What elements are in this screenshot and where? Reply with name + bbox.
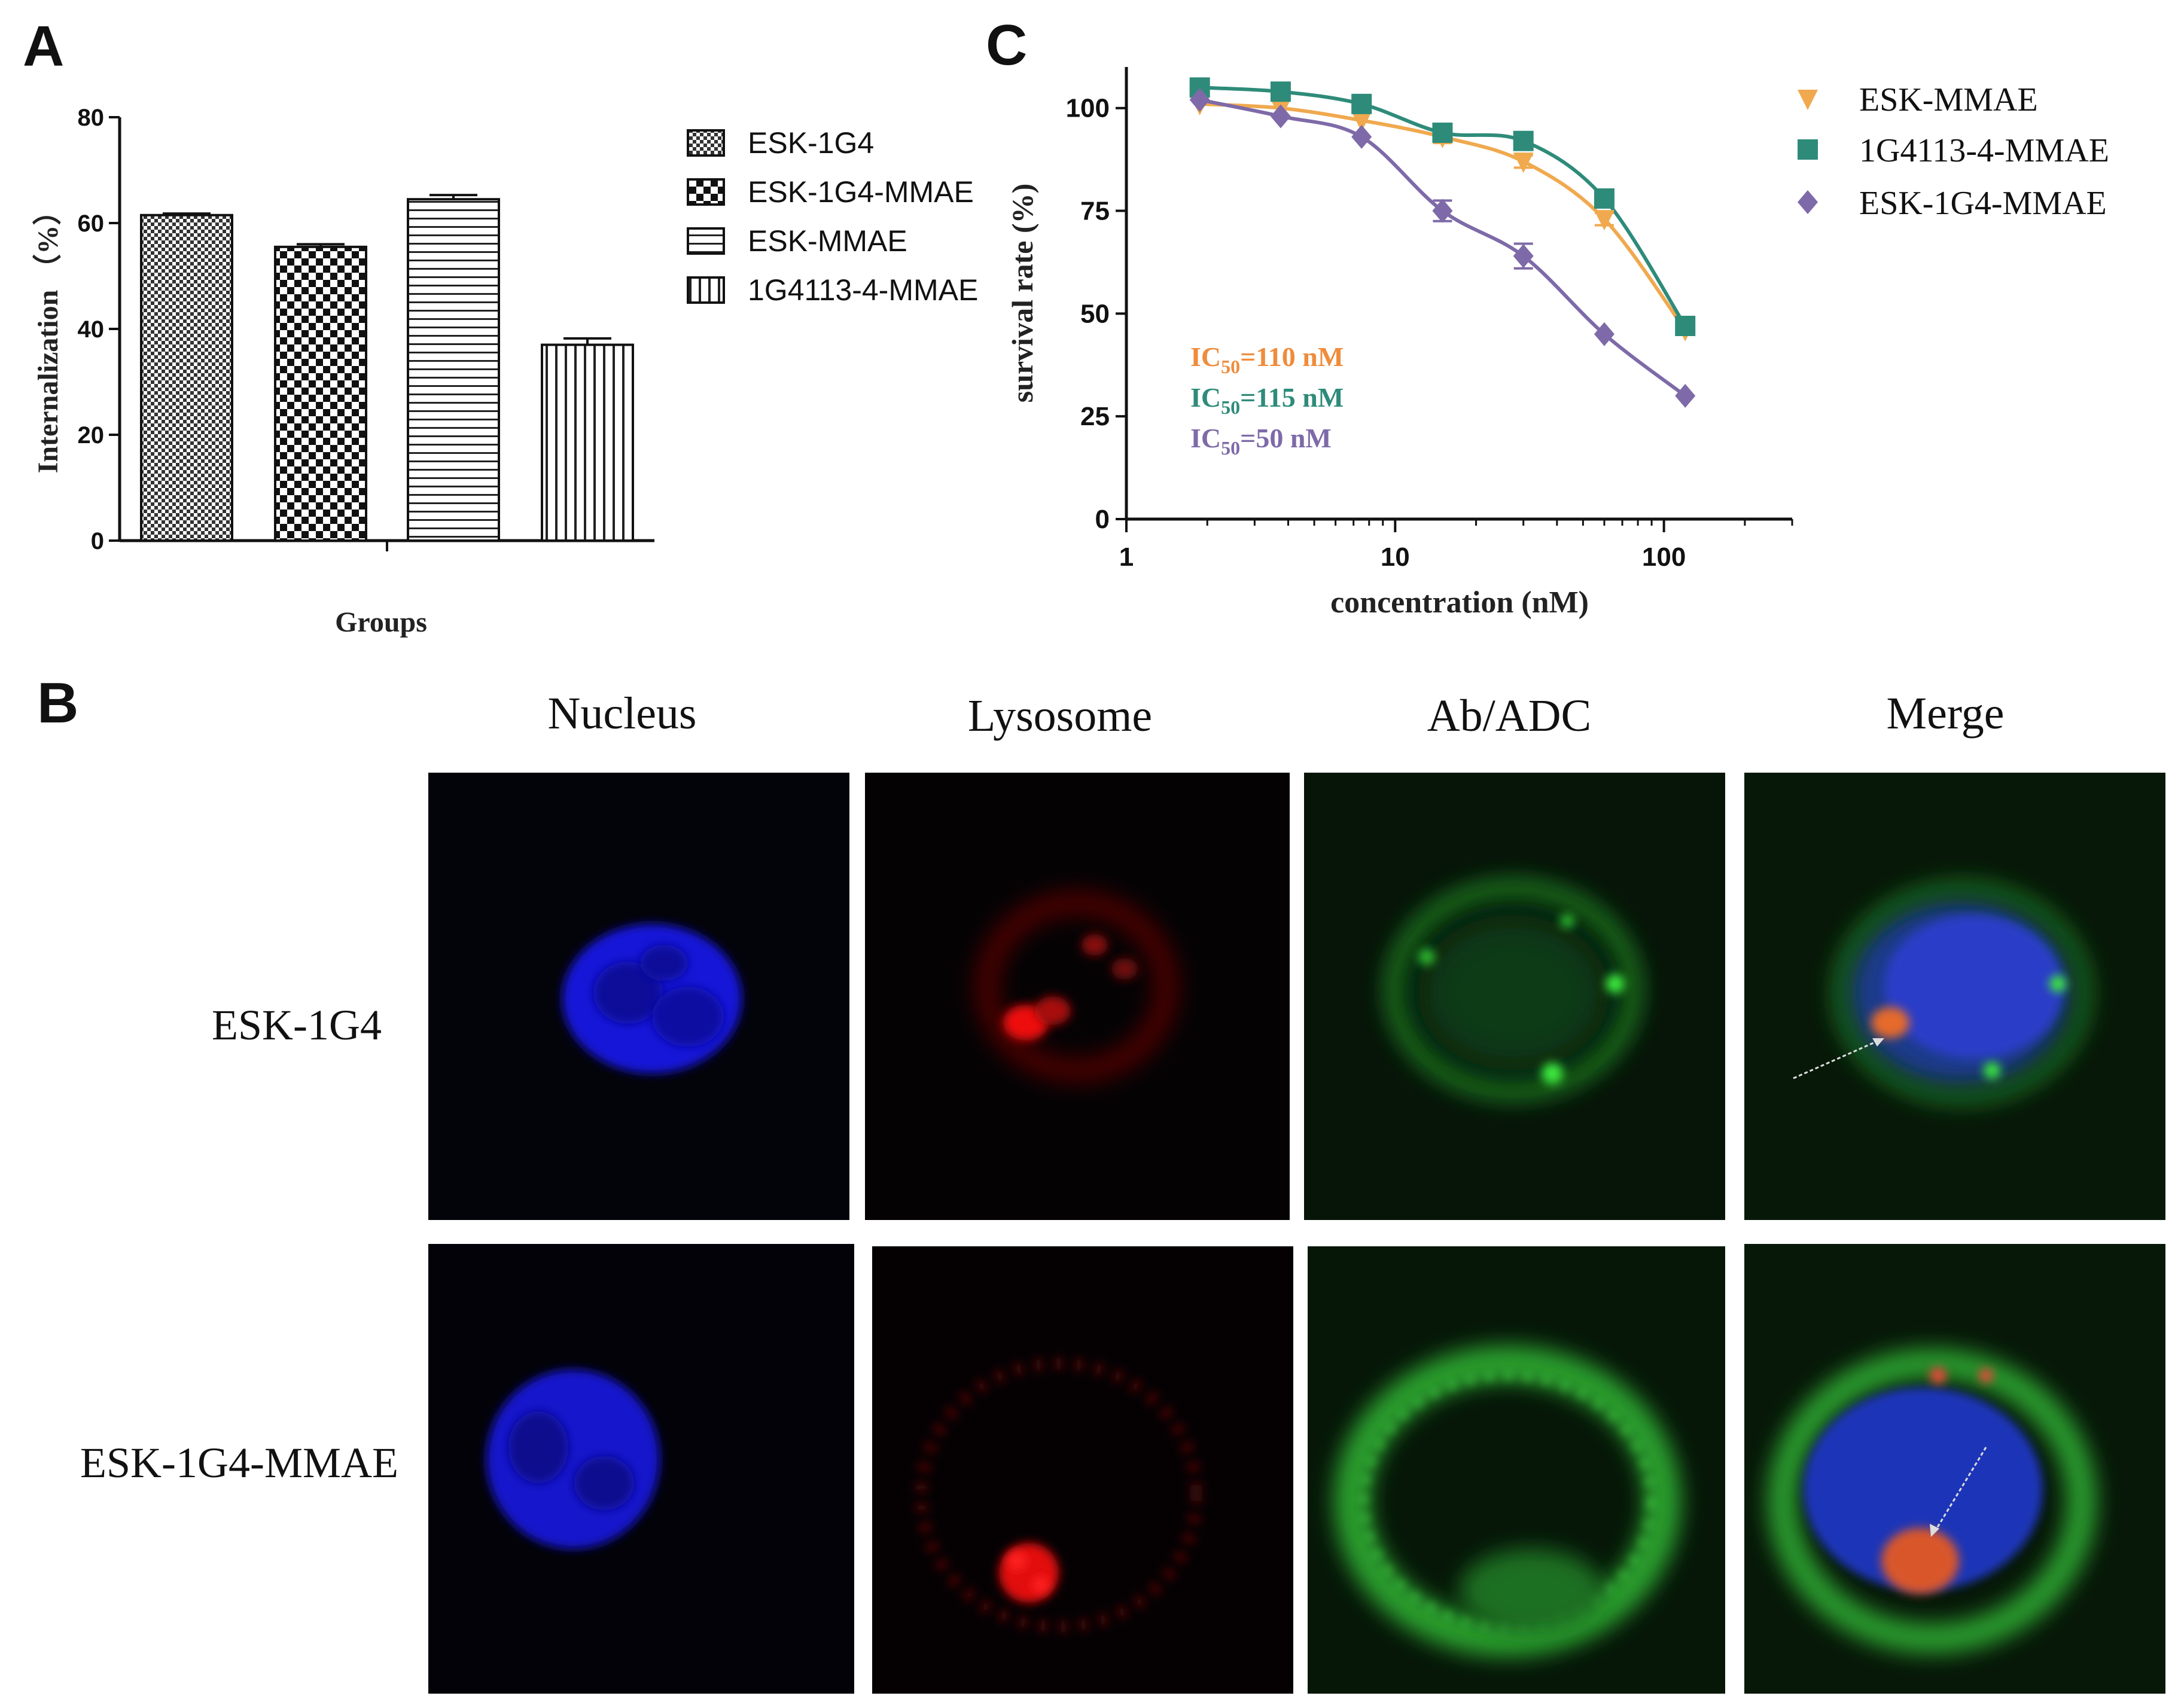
data-point-triangle (1513, 152, 1534, 173)
data-point-square (1513, 130, 1534, 151)
micrograph-esk-1g4-mmae-merge (1744, 1244, 2165, 1694)
dose-response-chart: 0 25 50 75 100 1 10 100 survival rate (%) conc… (1006, 67, 2109, 620)
data-point-diamond (1675, 383, 1696, 408)
y-axis-label: survival rate (%) (1006, 184, 1039, 403)
y-tick-label: 80 (78, 105, 105, 131)
x-tick-label: 1 (1119, 542, 1134, 572)
data-point-square (1270, 81, 1291, 102)
bar (274, 245, 367, 542)
data-point-diamond (1594, 322, 1615, 346)
y-axis-label: Internalization （%） (32, 197, 64, 474)
panel-letter-a: A (23, 14, 64, 78)
ic50-label: IC50=110 nM (1190, 341, 1344, 377)
ic50-value: =115 nM (1240, 382, 1344, 413)
row-label-esk-1g4: ESK-1G4 (212, 1001, 382, 1049)
legend-label: 1G4113-4-MMAE (748, 273, 978, 307)
bar-chart: 0 20 40 60 80 Internalization （%） Groups ESK… (32, 105, 978, 638)
bar (541, 343, 634, 542)
y-tick-label: 100 (1066, 94, 1110, 123)
ic50-subscript: 50 (1221, 437, 1240, 459)
x-axis-label: concentration (nM) (1330, 585, 1589, 620)
ic50-value: =110 nM (1240, 341, 1344, 372)
ic50-subscript: 50 (1221, 396, 1240, 418)
legend: ESK-1G4 ESK-1G4-MMAE ESK-MMAE 1G4113-4-MMAE (687, 126, 978, 307)
y-tick-label: 75 (1080, 197, 1110, 226)
micrograph-esk-1g4-mmae-lysosome (872, 1246, 1293, 1694)
data-point-diamond (1189, 87, 1210, 112)
column-header-nucleus: Nucleus (547, 688, 696, 739)
y-tick-label: 0 (1095, 505, 1110, 534)
bar (140, 214, 233, 542)
column-header-merge: Merge (1887, 688, 2005, 739)
micrograph-esk-1g4-lysosome (865, 773, 1290, 1220)
arrow-head (1872, 1038, 1884, 1047)
y-tick-label: 40 (78, 316, 105, 343)
data-point-square (1798, 139, 1818, 160)
data-point-triangle (1594, 210, 1615, 231)
legend-label: ESK-MMAE (748, 224, 907, 258)
data-point-square (1675, 315, 1696, 336)
ic50-value: =50 nM (1240, 423, 1332, 453)
bar (407, 198, 500, 542)
column-header-ab-adc: Ab/ADC (1427, 691, 1591, 741)
arrow-pointer (1793, 1038, 1882, 1079)
legend: ESK-MMAE 1G4113-4-MMAE ESK-1G4-MMAE (1798, 81, 2109, 222)
panel-letter-b: B (37, 671, 78, 735)
data-point-square (1432, 122, 1453, 143)
ic50-subscript: 50 (1221, 356, 1240, 377)
arrow-pointer (1932, 1447, 1987, 1535)
micrograph-esk-1g4-mmae-ab-adc (1308, 1246, 1725, 1694)
ic50-label: IC50=115 nM (1190, 382, 1344, 418)
ic50-label: IC50=50 nM (1190, 423, 1332, 459)
data-point-diamond (1270, 104, 1291, 129)
data-point-diamond (1513, 244, 1534, 269)
legend-swatch (687, 129, 725, 157)
legend-label: ESK-1G4-MMAE (1859, 185, 2107, 222)
data-point-square (1351, 93, 1372, 114)
legend-label: ESK-MMAE (1859, 81, 2038, 118)
y-tick-label: 0 (91, 528, 104, 554)
legend-swatch (687, 178, 725, 206)
legend-swatch (687, 276, 725, 304)
y-tick-label: 20 (78, 422, 105, 449)
y-tick-label: 25 (1080, 402, 1110, 431)
ic50-prefix: IC (1190, 423, 1221, 453)
data-point-diamond (1351, 124, 1372, 149)
x-tick-label: 100 (1642, 542, 1686, 572)
ic50-prefix: IC (1190, 382, 1221, 413)
micrograph-esk-1g4-nucleus (428, 773, 849, 1220)
row-label-esk-1g4-mmae: ESK-1G4-MMAE (80, 1439, 398, 1487)
x-tick-label: 10 (1381, 542, 1410, 572)
data-point-triangle (1798, 90, 1818, 110)
panel-letter-c: C (986, 13, 1027, 77)
y-tick-label: 50 (1080, 299, 1110, 328)
micrograph-esk-1g4-merge (1744, 773, 2165, 1220)
data-point-diamond (1798, 190, 1818, 214)
legend-label: ESK-1G4 (748, 126, 874, 160)
micrograph-esk-1g4-ab-adc (1304, 773, 1725, 1220)
data-point-triangle (1351, 111, 1372, 132)
legend-swatch (687, 227, 725, 255)
column-header-lysosome: Lysosome (968, 691, 1152, 741)
legend-label: ESK-1G4-MMAE (748, 175, 974, 209)
data-point-diamond (1432, 199, 1453, 223)
legend-label: 1G4113-4-MMAE (1859, 132, 2109, 169)
micrograph-esk-1g4-mmae-nucleus (428, 1244, 854, 1694)
data-point-square (1594, 188, 1615, 209)
ic50-prefix: IC (1190, 341, 1221, 372)
x-axis-label: Groups (335, 606, 427, 638)
y-tick-label: 60 (78, 211, 105, 237)
arrow-head (1930, 1524, 1939, 1537)
